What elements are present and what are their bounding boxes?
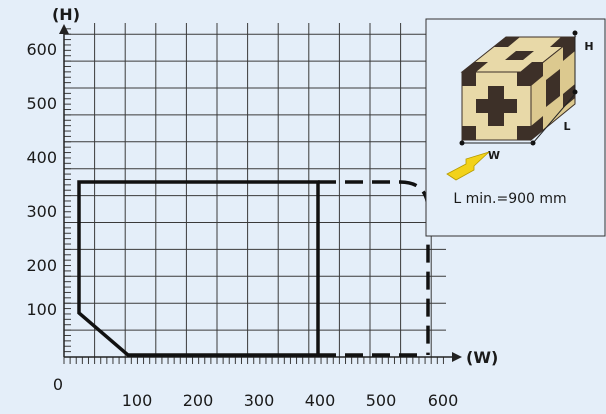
origin-label: 0 bbox=[53, 375, 63, 394]
envelope-dashed-top bbox=[318, 180, 430, 355]
y-tick-label: 600 bbox=[26, 40, 57, 59]
direction-arrow-icon bbox=[446, 151, 490, 181]
x-axis-arrow-icon bbox=[452, 352, 462, 362]
x-tick-label: 200 bbox=[183, 391, 214, 410]
dimension-h-label: H bbox=[584, 40, 593, 53]
axis-minor-ticks bbox=[63, 28, 444, 364]
x-tick-label: 500 bbox=[366, 391, 397, 410]
y-tick-label: 400 bbox=[26, 148, 57, 167]
load-box-illustration bbox=[459, 30, 578, 146]
y-tick-label: 300 bbox=[26, 202, 57, 221]
y-tick-label: 500 bbox=[26, 94, 57, 113]
length-note: L min.=900 mm bbox=[453, 191, 566, 207]
y-axis-arrow-icon bbox=[59, 24, 69, 34]
x-tick-label: 300 bbox=[244, 391, 275, 410]
y-tick-label: 100 bbox=[26, 300, 57, 319]
inset-panel: H L W L min.=900 mm bbox=[425, 18, 606, 237]
y-tick-label: 200 bbox=[26, 256, 57, 275]
envelope-solid-outline bbox=[77, 180, 320, 357]
x-tick-label: 400 bbox=[305, 391, 336, 410]
grid bbox=[64, 23, 446, 357]
dimension-w-label: W bbox=[488, 149, 500, 162]
x-axis-title: (W) bbox=[466, 348, 498, 367]
dimension-l-label: L bbox=[563, 120, 570, 133]
y-axis-title: (H) bbox=[52, 5, 80, 24]
x-tick-label: 100 bbox=[122, 391, 153, 410]
x-tick-label: 600 bbox=[428, 391, 459, 410]
